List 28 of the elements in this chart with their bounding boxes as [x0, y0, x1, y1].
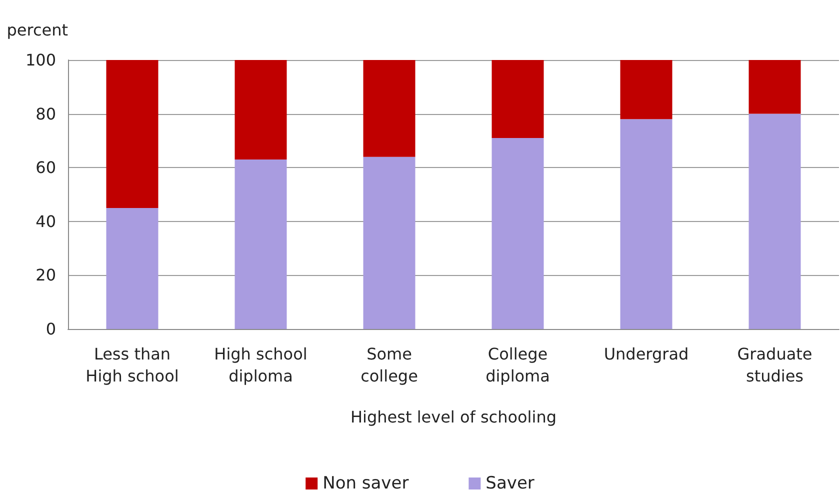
legend-label: Saver	[486, 474, 534, 494]
y-tick-label: 40	[36, 212, 56, 231]
bar	[363, 156, 416, 329]
x-axis-title: Highest level of schooling	[350, 408, 556, 426]
x-tick-label: Graduate studies	[737, 344, 812, 386]
y-axis-title: percent	[6, 20, 68, 40]
x-tick-label: College diploma	[486, 344, 550, 386]
bar	[234, 160, 287, 329]
y-tick-label: 60	[36, 158, 56, 178]
bar	[234, 60, 287, 160]
bar	[106, 60, 158, 208]
x-tick-label: Undergrad	[604, 344, 689, 364]
y-tick-label: 0	[46, 320, 56, 338]
x-tick-label: High school diploma	[214, 344, 308, 386]
bar	[620, 60, 672, 120]
bar	[748, 114, 801, 329]
x-tick-label: Some college	[360, 344, 418, 386]
bar	[620, 119, 672, 329]
y-tick-label: 100	[25, 50, 56, 70]
legend-label: Non saver	[322, 474, 409, 494]
y-tick-label: 80	[36, 104, 56, 124]
bar	[748, 60, 801, 114]
bar	[106, 208, 158, 329]
x-tick-label: Less than High school	[86, 344, 179, 386]
bar	[492, 60, 544, 138]
bar	[492, 138, 544, 329]
bar	[363, 60, 416, 157]
y-tick-label: 20	[36, 266, 56, 285]
